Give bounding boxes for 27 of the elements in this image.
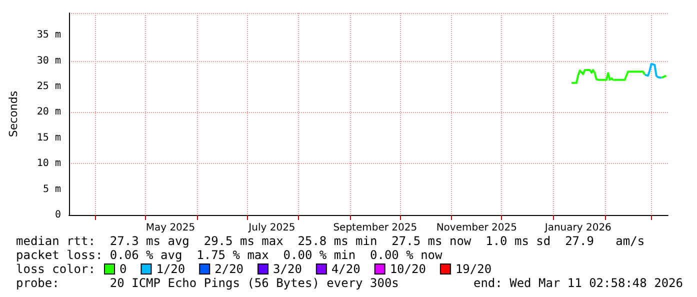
x-tick-label: September 2025 xyxy=(333,222,418,234)
y-tick-label: 35 m xyxy=(36,30,61,41)
legend-label: 2/20 xyxy=(214,262,244,276)
legend-label: 4/20 xyxy=(331,262,360,276)
text: median rtt: 27.3 ms avg 29.5 ms max 25.8 ms min 27.5 ms now 1.0 ms sd 27.9 am/s xyxy=(16,234,645,248)
legend-label: 10/20 xyxy=(390,262,426,276)
x-tick-label: May 2025 xyxy=(146,222,196,234)
y-tick-label: 30 m xyxy=(36,55,61,66)
y-tick-label: 15 m xyxy=(36,132,61,144)
y-tick-label: 0 xyxy=(54,210,61,220)
y-axis-title: Seconds xyxy=(7,90,20,138)
y-tick-label: 10 m xyxy=(36,158,61,170)
legend-title: loss color: xyxy=(16,262,96,276)
legend-label: 0 xyxy=(120,262,127,276)
y-tick-label: 5 m xyxy=(42,184,61,195)
line-series xyxy=(644,62,662,79)
legend-label: 3/20 xyxy=(273,262,302,276)
text: probe: 20 ICMP Echo Pings (56 Bytes) every 300s xyxy=(16,276,399,290)
text: end: Wed Mar 11 02:58:48 2026 xyxy=(473,276,683,290)
y-tick-label: 25 m xyxy=(36,81,61,92)
x-tick-label: January 2026 xyxy=(544,222,612,234)
x-tick-label: November 2025 xyxy=(436,222,517,234)
legend-label: 1/20 xyxy=(156,262,186,276)
y-tick-label: 20 m xyxy=(36,106,61,118)
text: packet loss: 0.06 % avg 1.75 % max 0.00 % min 0.00 % now xyxy=(16,248,444,262)
legend-label: 19/20 xyxy=(455,262,492,276)
x-tick-label: July 2025 xyxy=(248,222,296,234)
